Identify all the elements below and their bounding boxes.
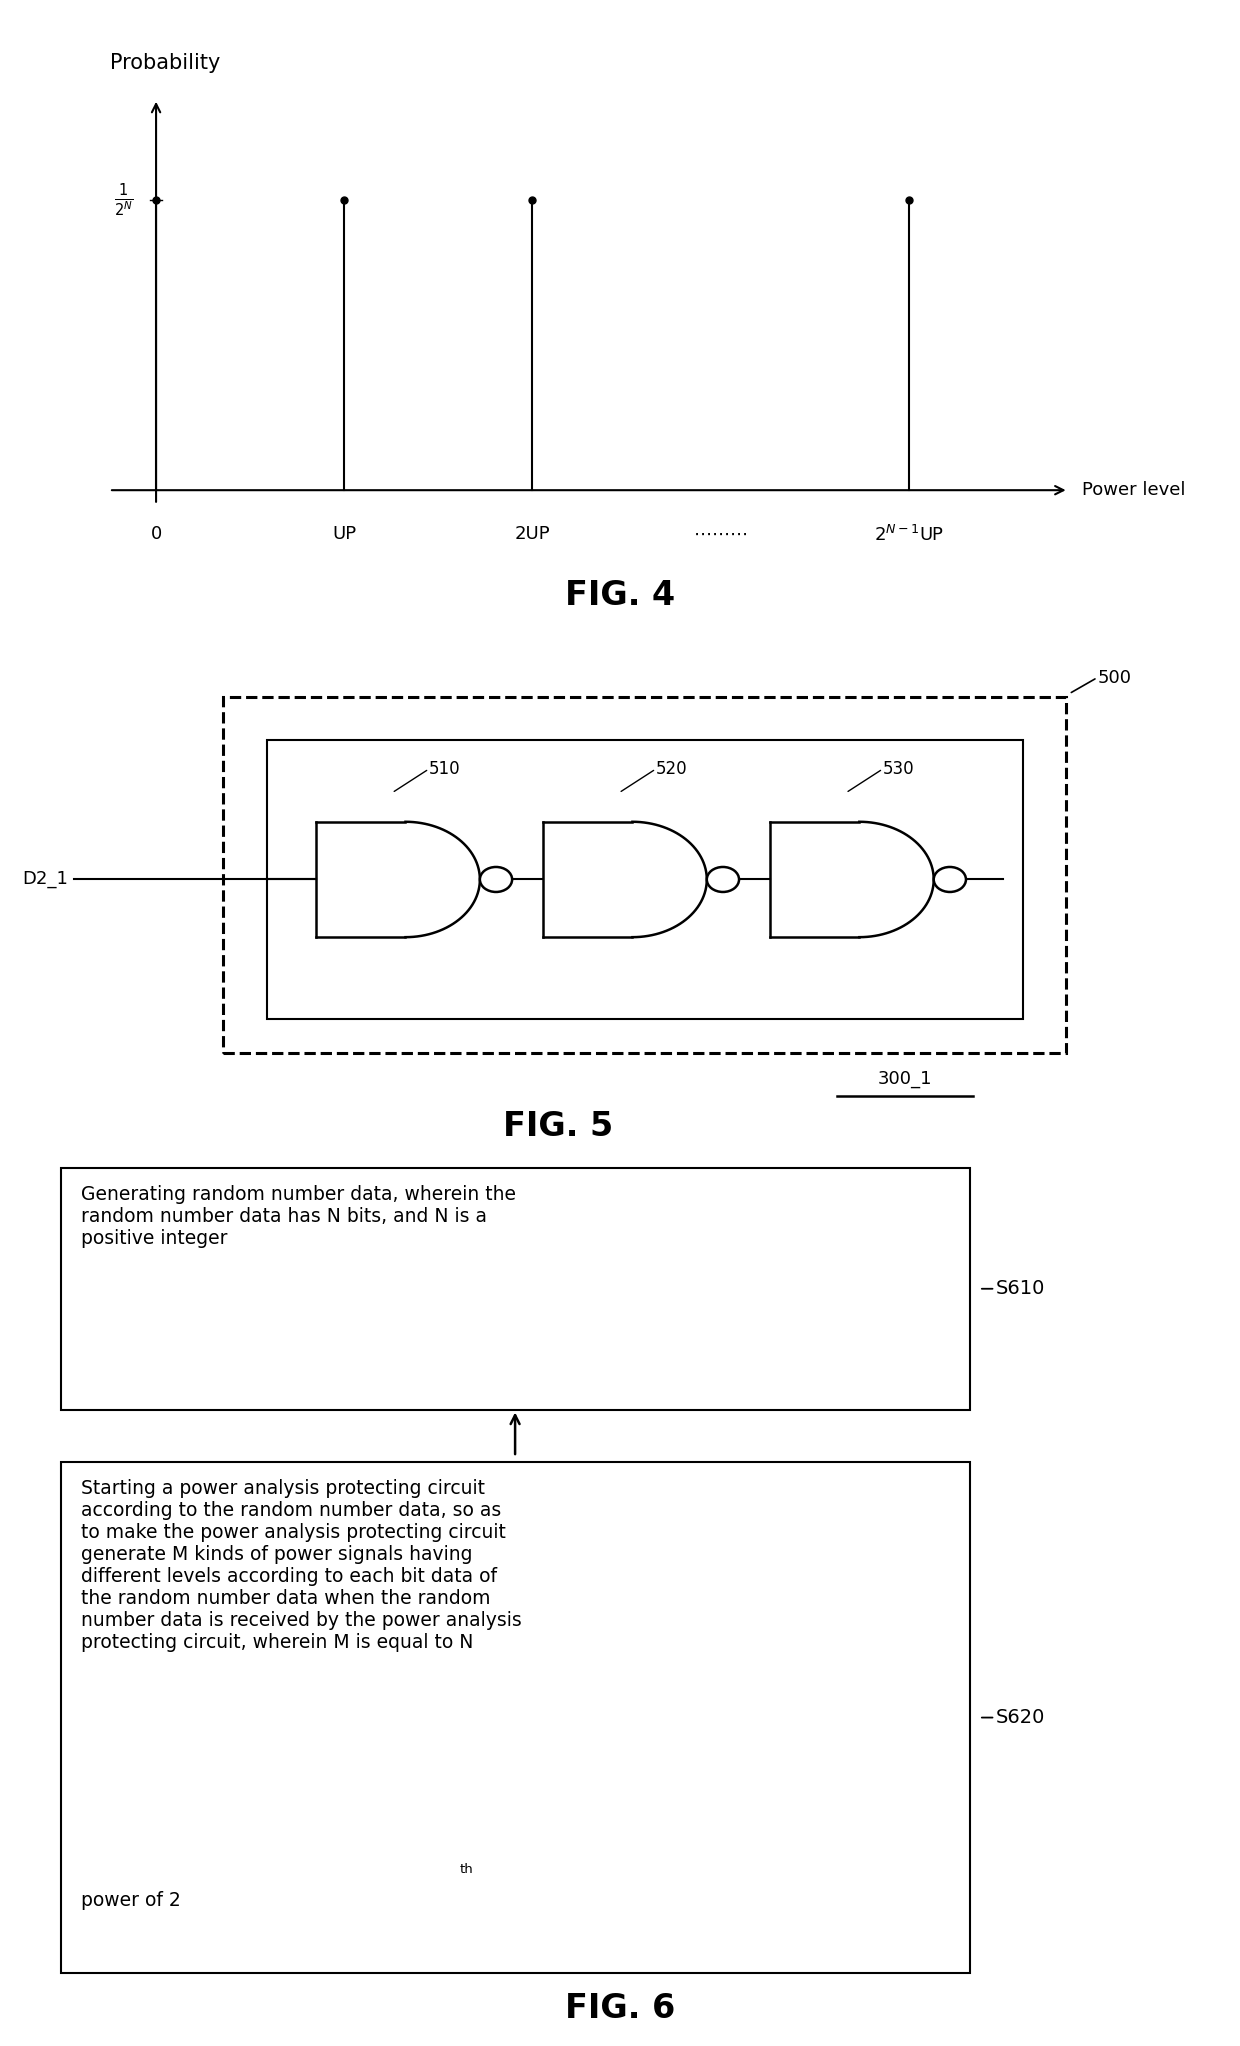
FancyBboxPatch shape xyxy=(267,741,1023,1019)
Text: 0: 0 xyxy=(150,526,161,542)
Circle shape xyxy=(480,868,512,892)
Text: FIG. 4: FIG. 4 xyxy=(565,579,675,612)
Text: Power level: Power level xyxy=(1081,481,1185,499)
Text: S620: S620 xyxy=(996,1708,1044,1727)
Text: Starting a power analysis protecting circuit
according to the random number data: Starting a power analysis protecting cir… xyxy=(82,1479,522,1651)
Text: Probability: Probability xyxy=(110,53,221,74)
Bar xyxy=(61,1461,970,1974)
Text: D2_1: D2_1 xyxy=(22,870,68,888)
Text: FIG. 6: FIG. 6 xyxy=(565,1993,675,2026)
Text: $\cdots\cdots\cdots$: $\cdots\cdots\cdots$ xyxy=(693,526,748,542)
Text: 510: 510 xyxy=(429,759,461,777)
Text: th: th xyxy=(459,1862,472,1876)
Circle shape xyxy=(934,868,966,892)
Circle shape xyxy=(707,868,739,892)
Bar xyxy=(61,1168,970,1410)
Text: 300_1: 300_1 xyxy=(878,1070,932,1088)
Text: $2^{N-1}$UP: $2^{N-1}$UP xyxy=(873,526,944,544)
Text: $\frac{1}{2^N}$: $\frac{1}{2^N}$ xyxy=(114,182,134,219)
Text: Generating random number data, wherein the
random number data has N bits, and N : Generating random number data, wherein t… xyxy=(82,1185,517,1248)
Text: 500: 500 xyxy=(1097,669,1131,687)
Text: S610: S610 xyxy=(996,1279,1044,1299)
Text: 2UP: 2UP xyxy=(515,526,551,542)
Text: power of 2: power of 2 xyxy=(82,1891,181,1911)
Text: 520: 520 xyxy=(656,759,688,777)
FancyBboxPatch shape xyxy=(223,698,1066,1052)
Text: 530: 530 xyxy=(883,759,915,777)
Text: FIG. 5: FIG. 5 xyxy=(503,1111,613,1144)
Text: UP: UP xyxy=(332,526,356,542)
